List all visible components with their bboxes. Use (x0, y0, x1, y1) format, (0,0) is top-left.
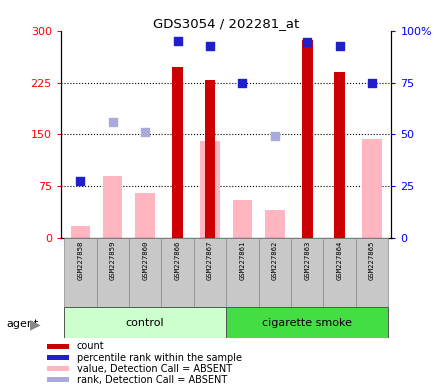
FancyBboxPatch shape (64, 238, 96, 307)
Bar (264, 210, 284, 238)
FancyBboxPatch shape (193, 238, 226, 307)
Text: rank, Detection Call = ABSENT: rank, Detection Call = ABSENT (77, 374, 227, 384)
FancyBboxPatch shape (64, 307, 226, 338)
Text: GSM227866: GSM227866 (174, 240, 180, 280)
Bar (301, 40, 312, 238)
Text: GSM227863: GSM227863 (303, 240, 309, 280)
Text: GSM227864: GSM227864 (336, 240, 342, 280)
Text: value, Detection Call = ABSENT: value, Detection Call = ABSENT (77, 364, 231, 374)
Point (303, 40, 310, 46)
Text: GSM227858: GSM227858 (77, 240, 83, 280)
Text: percentile rank within the sample: percentile rank within the sample (77, 353, 241, 362)
Text: GSM227865: GSM227865 (368, 240, 374, 280)
Title: GDS3054 / 202281_at: GDS3054 / 202281_at (153, 17, 299, 30)
Text: GSM227862: GSM227862 (271, 240, 277, 280)
Text: GSM227861: GSM227861 (239, 240, 245, 280)
Text: ▶: ▶ (30, 318, 41, 331)
FancyBboxPatch shape (323, 238, 355, 307)
Text: cigarette smoke: cigarette smoke (262, 318, 352, 328)
Point (368, 79, 375, 86)
Text: agent: agent (7, 319, 39, 329)
Bar (47, 355, 69, 360)
Text: count: count (77, 341, 104, 351)
FancyBboxPatch shape (226, 238, 258, 307)
Point (141, 129, 148, 136)
FancyBboxPatch shape (258, 238, 290, 307)
Point (271, 133, 278, 139)
Point (238, 79, 245, 86)
FancyBboxPatch shape (96, 238, 128, 307)
Point (174, 38, 181, 44)
FancyBboxPatch shape (128, 238, 161, 307)
Bar (47, 366, 69, 371)
Bar (204, 81, 215, 238)
Text: control: control (125, 318, 164, 328)
FancyBboxPatch shape (290, 238, 323, 307)
Bar (172, 67, 183, 238)
Bar (47, 377, 69, 382)
Point (109, 119, 116, 125)
Bar (200, 141, 219, 238)
Text: GSM227859: GSM227859 (109, 240, 115, 280)
Text: GSM227860: GSM227860 (142, 240, 148, 280)
Bar (70, 226, 90, 238)
Bar (333, 72, 344, 238)
Bar (103, 176, 122, 238)
FancyBboxPatch shape (355, 238, 388, 307)
Text: GSM227867: GSM227867 (207, 240, 213, 280)
Point (335, 43, 342, 49)
Bar (47, 344, 69, 349)
Point (77, 178, 84, 184)
Bar (362, 139, 381, 238)
Point (206, 43, 213, 49)
FancyBboxPatch shape (161, 238, 193, 307)
Bar (135, 193, 155, 238)
FancyBboxPatch shape (226, 307, 388, 338)
Bar (232, 200, 252, 238)
